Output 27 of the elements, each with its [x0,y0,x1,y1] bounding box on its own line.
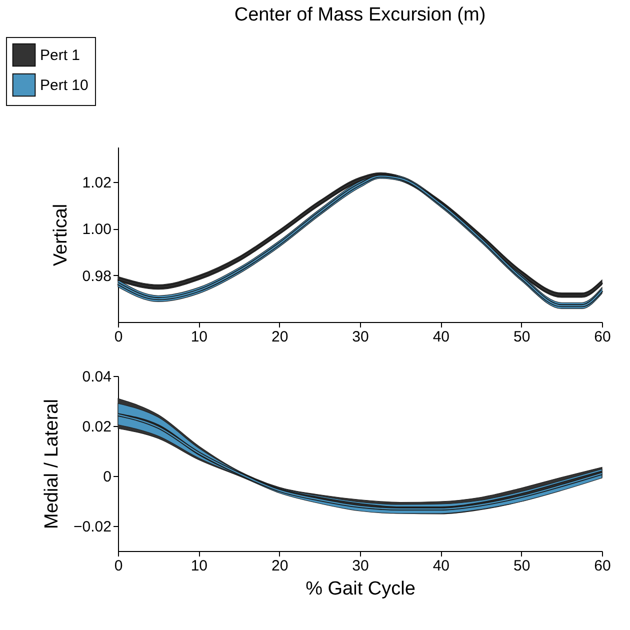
legend-label: Pert 1 [40,47,80,64]
x-tick-label: 40 [432,328,450,346]
x-tick-label: 0 [114,328,123,346]
y-tick-label: 0.02 [82,418,112,436]
x-tick-label: 30 [352,328,369,346]
x-tick-label: 20 [271,328,288,346]
y-axis-title: Vertical [50,204,72,266]
x-tick-label: 30 [352,558,369,574]
x-tick-label: 0 [114,558,123,574]
x-axis-title: % Gait Cycle [306,578,416,600]
x-tick-label: 50 [513,558,530,574]
y-tick-label: 1.02 [82,174,112,192]
x-tick-label: 20 [271,558,288,574]
y-tick-label: 0 [103,468,112,486]
chart-title: Center of Mass Excursion (m) [234,4,486,26]
x-tick-label: 60 [594,558,611,574]
y-tick-label: 1.00 [82,221,112,238]
y-tick-label: 0.04 [82,368,112,386]
y-tick-label: 0.98 [82,268,112,285]
y-axis-title: Medial / Lateral [42,399,63,529]
x-tick-label: 50 [513,328,530,346]
x-tick-label: 10 [190,558,208,574]
x-tick-label: 60 [594,328,611,346]
x-tick-label: 10 [190,328,208,346]
x-tick-label: 40 [432,558,450,574]
y-tick-label: −0.02 [74,518,112,536]
legend-label: Pert 10 [40,77,88,94]
